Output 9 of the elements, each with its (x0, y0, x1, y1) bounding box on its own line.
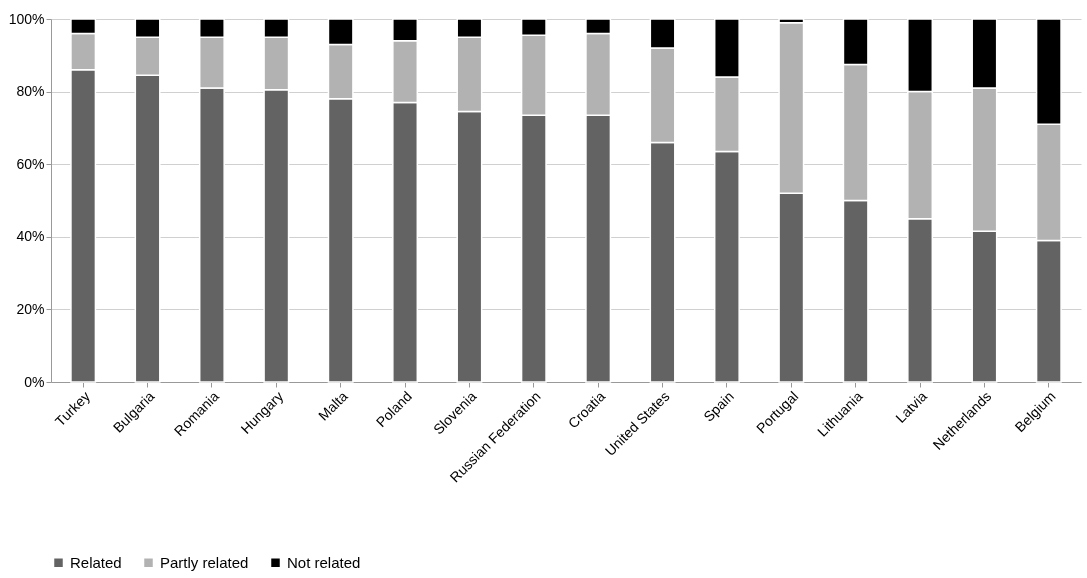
y-tick-label: 100% (8, 10, 45, 27)
legend-label: Partly related (160, 553, 249, 571)
legend-label: Not related (287, 553, 361, 571)
y-tick-label: 40% (16, 228, 45, 245)
y-tick-label: 60% (16, 155, 45, 172)
y-tick-label: 80% (16, 83, 45, 100)
y-tick-label: 0% (24, 373, 45, 390)
legend-label: Related (70, 553, 122, 571)
y-tick-label: 20% (16, 300, 45, 317)
